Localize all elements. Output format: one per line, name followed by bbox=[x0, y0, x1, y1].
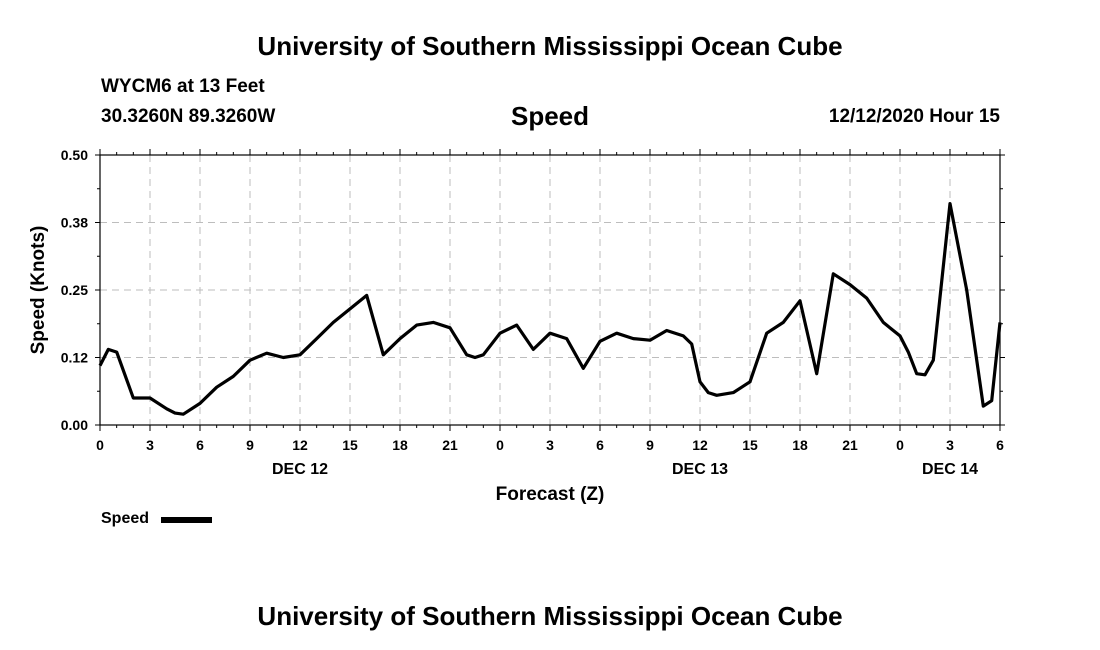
y-tick-label: 0.12 bbox=[61, 350, 88, 366]
day-label: DEC 13 bbox=[672, 461, 728, 478]
x-tick-labels: 0 3 6 9 12 15 18 21 0 3 6 9 12 15 18 21 0 3 6 bbox=[96, 437, 1004, 453]
x-tick-label: 18 bbox=[392, 437, 408, 453]
x-tick-label: 0 bbox=[896, 437, 904, 453]
day-labels: DEC 12 DEC 13 DEC 14 bbox=[272, 461, 978, 478]
chart-title-top: University of Southern Mississippi Ocean… bbox=[257, 31, 843, 61]
station-coords: 30.3260N 89.3260W bbox=[101, 106, 276, 127]
y-tick-label: 0.00 bbox=[61, 417, 88, 433]
plot-frame bbox=[99, 154, 1001, 426]
legend-label: Speed bbox=[101, 510, 150, 527]
x-tick-label: 21 bbox=[842, 437, 858, 453]
grid-lines bbox=[100, 155, 1000, 425]
x-tick-label: 0 bbox=[96, 437, 104, 453]
x-tick-label: 21 bbox=[442, 437, 458, 453]
x-tick-label: 15 bbox=[742, 437, 758, 453]
x-tick-label: 6 bbox=[596, 437, 604, 453]
y-tick-label: 0.50 bbox=[61, 147, 88, 163]
x-tick-label: 0 bbox=[496, 437, 504, 453]
y-tick-label: 0.38 bbox=[61, 215, 88, 231]
y-axis-label: Speed (Knots) bbox=[28, 226, 49, 355]
x-tick-label: 12 bbox=[692, 437, 708, 453]
y-tick-label: 0.25 bbox=[61, 282, 88, 298]
x-tick-label: 18 bbox=[792, 437, 808, 453]
day-label: DEC 14 bbox=[922, 461, 978, 478]
x-tick-label: 6 bbox=[196, 437, 204, 453]
day-label: DEC 12 bbox=[272, 461, 328, 478]
station-label: WYCM6 at 13 Feet bbox=[101, 76, 265, 97]
legend-swatch bbox=[161, 517, 212, 523]
forecast-timestamp: 12/12/2020 Hour 15 bbox=[828, 106, 1000, 127]
x-tick-label: 9 bbox=[246, 437, 254, 453]
x-tick-label: 3 bbox=[546, 437, 554, 453]
y-tick-labels: 0.00 0.12 0.25 0.38 0.50 bbox=[61, 147, 88, 433]
x-tick-label: 6 bbox=[996, 437, 1004, 453]
chart-title-bottom: University of Southern Mississippi Ocean… bbox=[257, 601, 843, 631]
x-tick-label: 3 bbox=[946, 437, 954, 453]
variable-title: Speed bbox=[510, 101, 590, 131]
x-tick-label: 12 bbox=[292, 437, 308, 453]
x-tick-label: 9 bbox=[646, 437, 654, 453]
x-tick-label: 15 bbox=[342, 437, 358, 453]
x-tick-label: 3 bbox=[146, 437, 154, 453]
x-axis-label: Forecast (Z) bbox=[496, 484, 605, 505]
speed-series-line bbox=[98, 202, 1002, 416]
